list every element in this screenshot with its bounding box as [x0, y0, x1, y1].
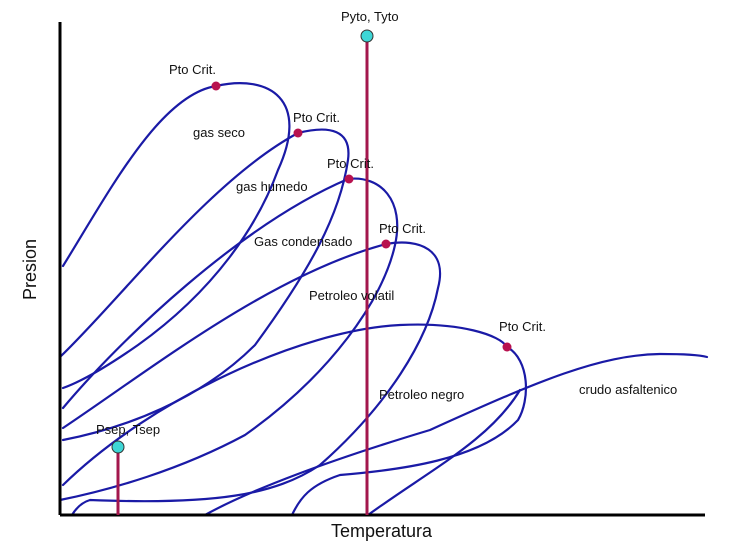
fluid-label-gas-humedo: gas humedo	[236, 179, 308, 194]
isotherms	[116, 36, 369, 515]
critical-point-gas-humedo	[293, 128, 303, 138]
critical-point-gas-seco	[211, 81, 221, 91]
condition-points	[111, 29, 374, 454]
crit-label-gas-humedo: Pto Crit.	[293, 110, 340, 125]
y-axis-title: Presion	[20, 239, 40, 300]
crit-label-gas-seco: Pto Crit.	[169, 62, 216, 77]
envelope-petroleo-volatil	[61, 241, 441, 517]
critical-point-petroleo-negro	[502, 342, 512, 352]
fluid-label-gas-condensado: Gas condensado	[254, 234, 352, 249]
critical-point-gas-condensado	[344, 174, 354, 184]
reservoir-point-label: Pyto, Tyto	[341, 9, 399, 24]
fluid-labels: gas seco gas humedo Gas condensado Petro…	[193, 125, 677, 402]
envelope-crudo-asfaltenico-lower	[366, 388, 522, 517]
critical-point-petroleo-volatil	[381, 239, 391, 249]
axes	[58, 22, 705, 517]
crit-label-gas-condensado: Pto Crit.	[327, 156, 374, 171]
envelope-gas-seco	[61, 82, 291, 390]
separator-point-label: Psep, Tsep	[96, 422, 160, 437]
envelope-gas-condensado	[58, 177, 399, 502]
crit-label-petroleo-negro: Pto Crit.	[499, 319, 546, 334]
fluid-label-petroleo-volatil: Petroleo volatil	[309, 288, 394, 303]
fluid-label-gas-seco: gas seco	[193, 125, 245, 140]
x-axis-title: Temperatura	[331, 521, 433, 541]
reservoir-point-marker	[360, 29, 374, 43]
critical-points	[211, 81, 512, 352]
crit-label-petroleo-volatil: Pto Crit.	[379, 221, 426, 236]
separator-point-marker	[111, 440, 125, 454]
phase-envelopes	[58, 82, 709, 517]
fluid-label-crudo-asfaltenico: crudo asfaltenico	[579, 382, 677, 397]
fluid-label-petroleo-negro: Petroleo negro	[379, 387, 464, 402]
envelope-crudo-asfaltenico	[203, 352, 709, 517]
critical-point-labels: Pto Crit. Pto Crit. Pto Crit. Pto Crit. …	[169, 62, 546, 334]
envelope-gas-humedo	[58, 128, 350, 442]
envelope-petroleo-negro	[61, 323, 528, 517]
